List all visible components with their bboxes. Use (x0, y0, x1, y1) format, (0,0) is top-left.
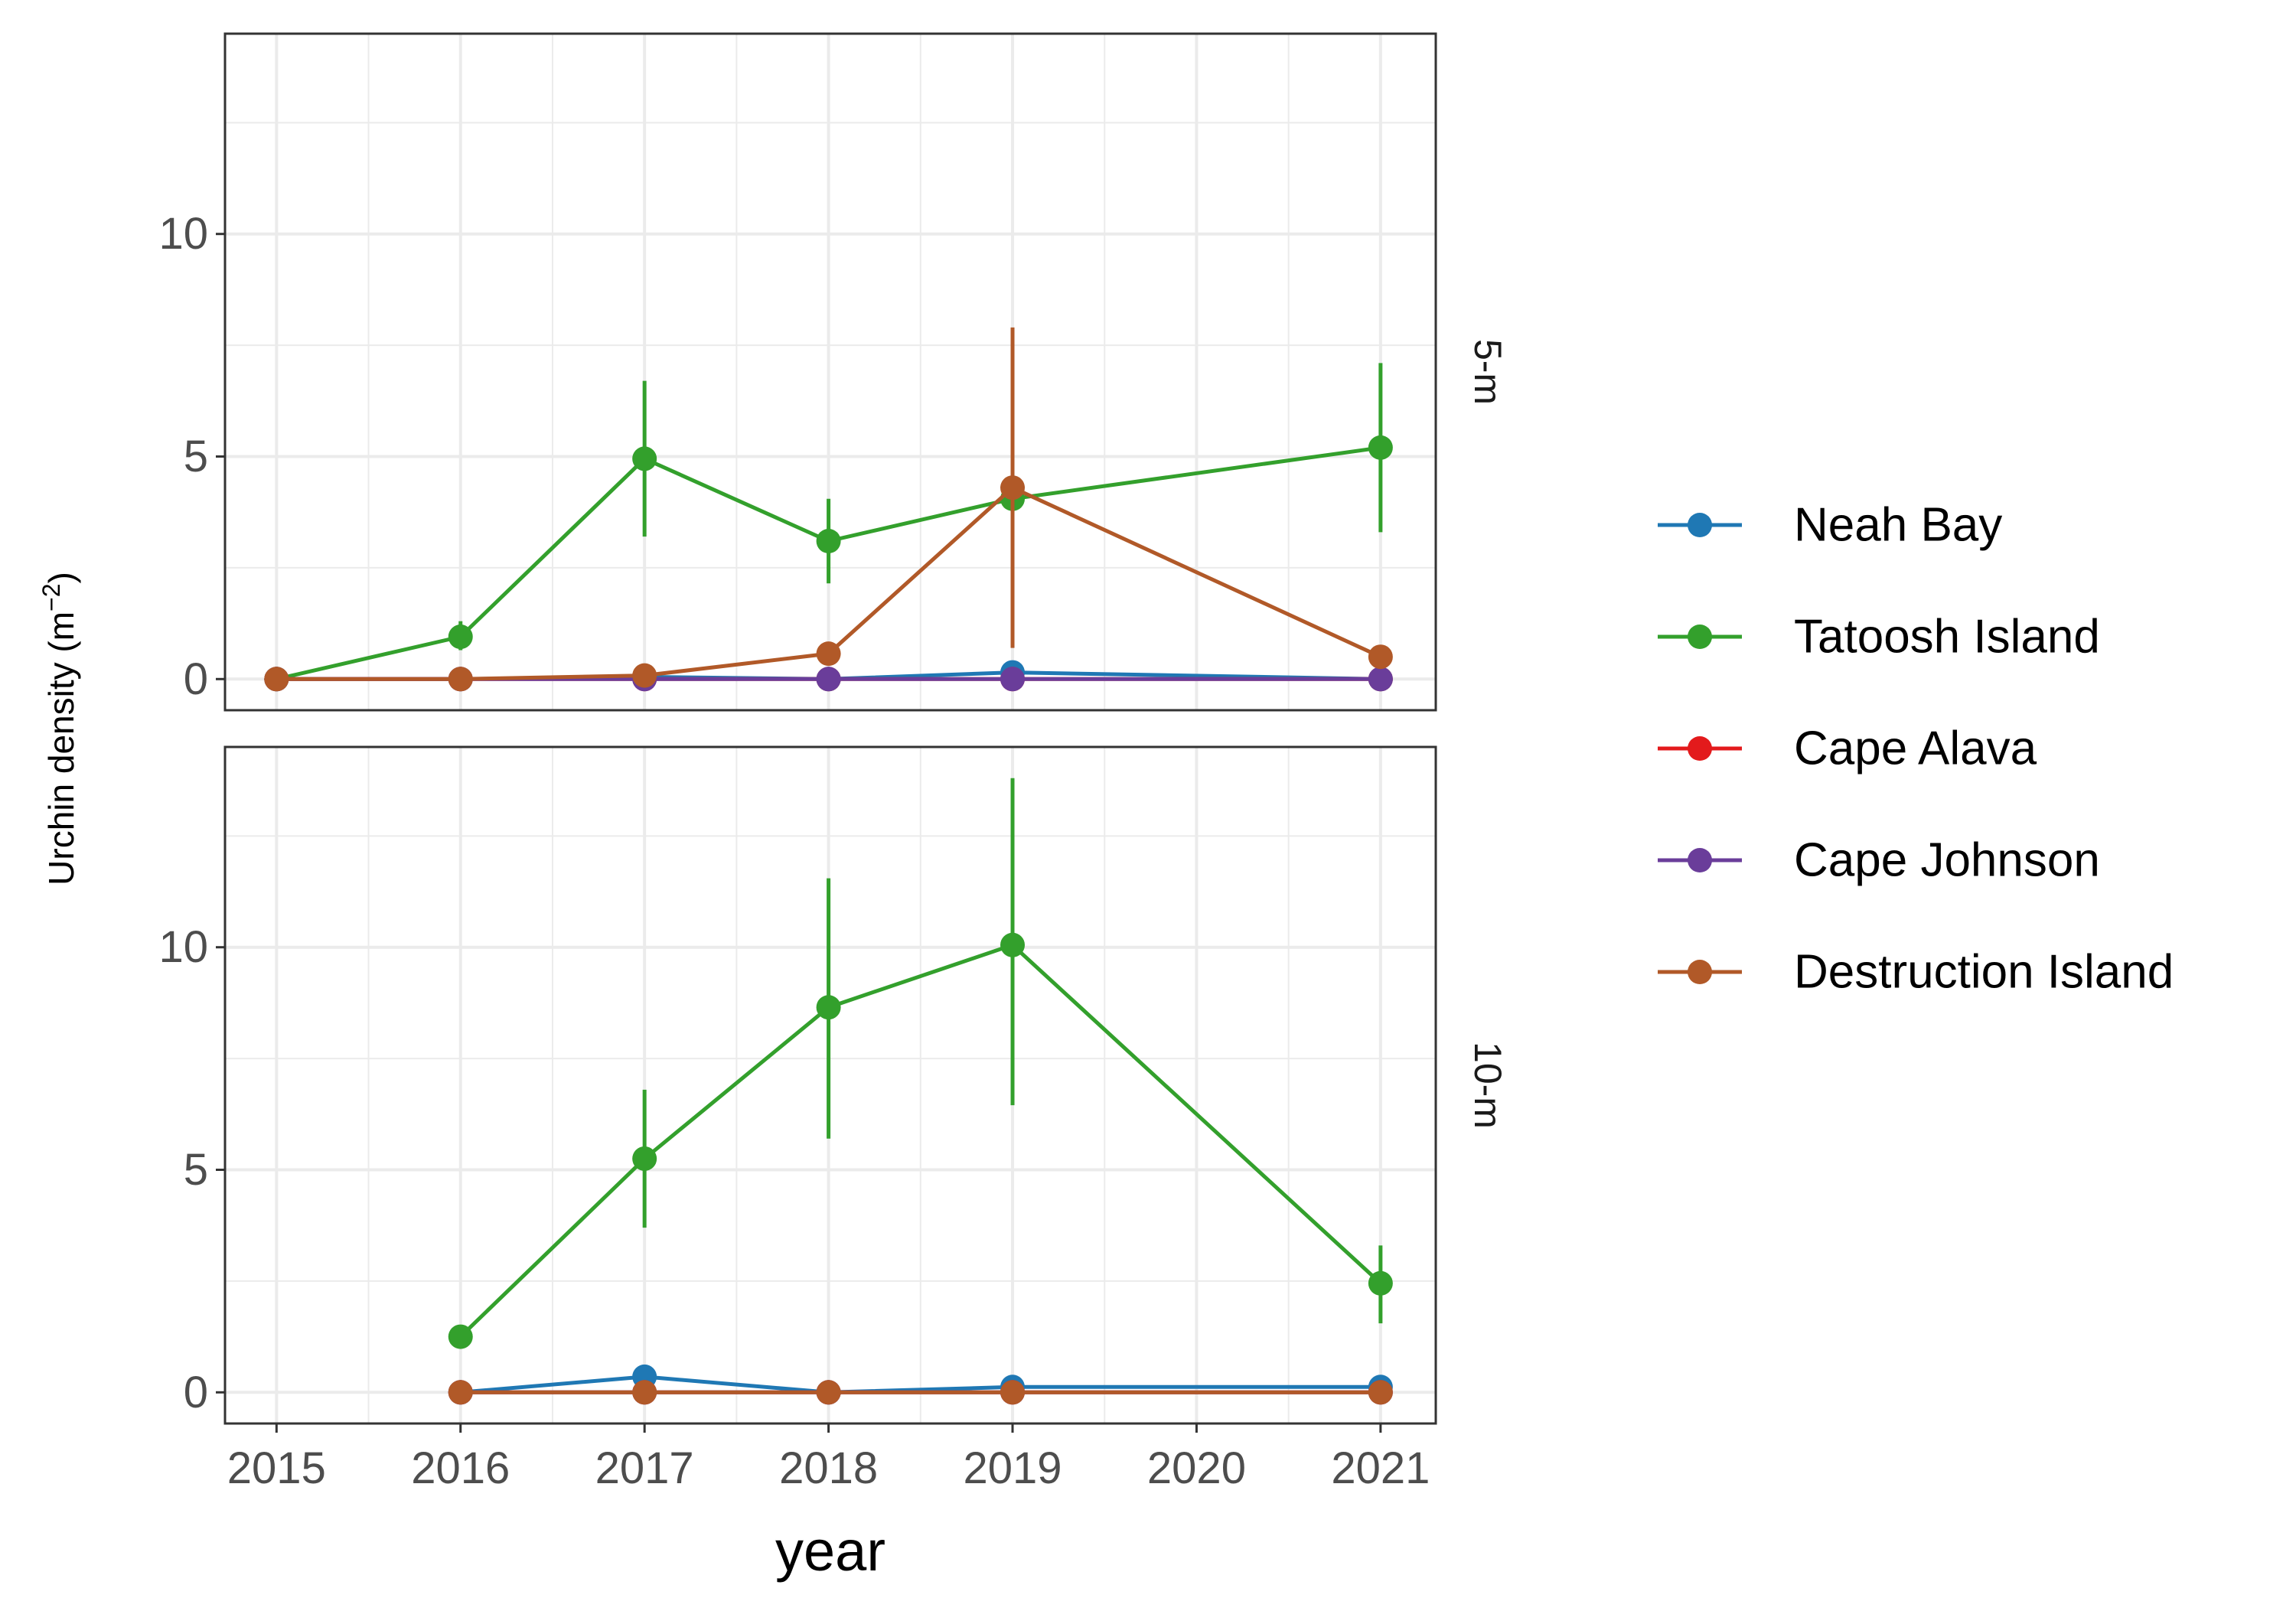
x-tick-label: 2016 (411, 1443, 510, 1493)
legend-item-cape-johnson: Cape Johnson (1658, 834, 2100, 887)
y-tick-label: 5 (184, 1145, 208, 1195)
y-tick-label: 0 (184, 1368, 208, 1417)
data-point-destruction-island (448, 1380, 473, 1405)
legend-item-cape-alava: Cape Alava (1658, 722, 2037, 775)
data-point-destruction-island (816, 1380, 841, 1405)
x-axis-title: year (775, 1519, 885, 1583)
data-point-tatoosh-island (816, 529, 841, 553)
y-tick-label: 10 (158, 209, 208, 259)
data-point-destruction-island (264, 667, 289, 692)
legend: Neah Bay Tatoosh Island Cape Alava Cape Joh… (1658, 499, 2174, 999)
facet-label-10m: 10-m (1466, 1042, 1509, 1129)
series-line-tatoosh-island (276, 445, 1381, 681)
legend-item-destruction-island: Destruction Island (1658, 946, 2174, 999)
legend-key-point-cape-alava (1688, 736, 1712, 761)
data-point-cape-johnson (1000, 667, 1026, 692)
y-axis-title: Urchin density (m−2) (38, 572, 81, 885)
data-point-destruction-island (1000, 475, 1026, 501)
panel-5m-marks (264, 327, 1393, 692)
data-point-cape-johnson (816, 667, 841, 692)
data-point-tatoosh-island (816, 995, 841, 1020)
series-tatoosh-island (448, 778, 1393, 1349)
series-tatoosh-island (264, 363, 1393, 692)
data-point-tatoosh-island (448, 1324, 473, 1349)
x-tick-label: 2017 (595, 1443, 694, 1493)
panel-5m: 0 5 10 5-m (158, 32, 1509, 712)
legend-key-point-neah-bay (1688, 513, 1712, 537)
legend-key-point-tatoosh-island (1688, 625, 1712, 649)
data-point-tatoosh-island (632, 446, 657, 471)
data-point-destruction-island (816, 641, 841, 667)
x-tick-label: 2021 (1331, 1443, 1430, 1493)
panel-5m-border (223, 32, 1437, 712)
panel-10m-y-tick-labels: 0 5 10 (158, 922, 225, 1417)
data-point-destruction-island (1000, 1380, 1026, 1405)
legend-label-tatoosh-island: Tatoosh Island (1794, 611, 2100, 664)
panel-5m-y-tick-labels: 0 5 10 (158, 209, 225, 704)
y-axis-title-main: Urchin density (m (41, 611, 81, 885)
panel-10m-border (223, 745, 1437, 1425)
y-tick-label: 10 (158, 922, 208, 972)
panel-10m-marks (448, 778, 1393, 1405)
legend-key-point-destruction-island (1688, 960, 1712, 984)
legend-label-destruction-island: Destruction Island (1794, 946, 2174, 999)
series-destruction-island (448, 1380, 1393, 1405)
x-tick-label: 2019 (964, 1443, 1062, 1493)
panel-5m-grid (225, 34, 1436, 710)
y-tick-label: 5 (184, 432, 208, 481)
panel-10m: 0 5 10 10-m (158, 745, 1509, 1425)
legend-key-point-cape-johnson (1688, 848, 1712, 872)
series-line-destruction-island (276, 485, 1381, 681)
x-tick-label: 2018 (779, 1443, 878, 1493)
y-axis-title-superscript: −2 (38, 583, 65, 611)
data-point-destruction-island (1368, 644, 1393, 670)
legend-label-cape-johnson: Cape Johnson (1794, 834, 2100, 887)
data-point-tatoosh-island (1368, 1270, 1393, 1296)
legend-item-tatoosh-island: Tatoosh Island (1658, 611, 2100, 664)
data-point-tatoosh-island (632, 1146, 657, 1171)
data-point-cape-johnson (1368, 667, 1393, 692)
series-destruction-island (264, 327, 1393, 692)
data-point-tatoosh-island (1368, 435, 1393, 460)
data-point-tatoosh-island (1000, 932, 1026, 957)
y-axis-title-suffix: ) (41, 572, 81, 583)
legend-item-neah-bay: Neah Bay (1658, 499, 2002, 552)
data-point-destruction-island (1368, 1380, 1393, 1405)
legend-label-cape-alava: Cape Alava (1794, 722, 2037, 775)
x-axis: 2015 2016 2017 2018 2019 2020 2021 (227, 1423, 1430, 1493)
x-tick-label: 2020 (1147, 1443, 1246, 1493)
y-tick-label: 0 (184, 654, 208, 704)
data-point-destruction-island (632, 1380, 657, 1405)
x-tick-label: 2015 (227, 1443, 326, 1493)
panel-10m-grid (225, 747, 1436, 1423)
facet-label-5m: 5-m (1466, 339, 1509, 405)
data-point-tatoosh-island (448, 625, 473, 650)
data-point-destruction-island (632, 663, 657, 688)
legend-label-neah-bay: Neah Bay (1794, 499, 2002, 552)
panel-5-m-background (225, 34, 1436, 710)
data-point-destruction-island (448, 667, 473, 692)
